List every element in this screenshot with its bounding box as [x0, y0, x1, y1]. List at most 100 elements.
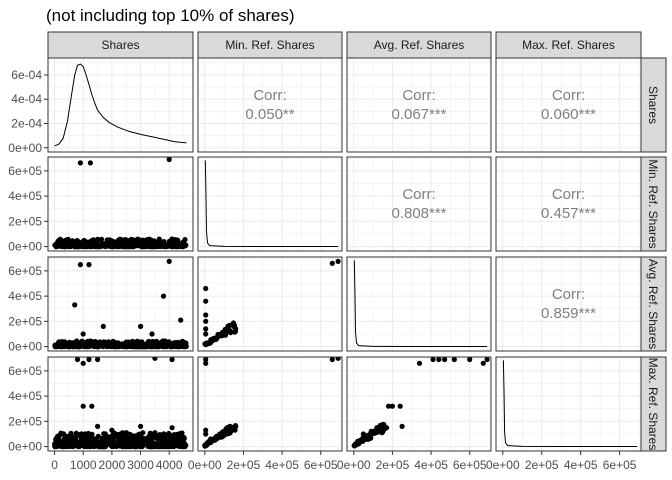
corr-value: 0.808***: [391, 205, 446, 222]
y-tick-label: 4e+05: [8, 189, 42, 203]
scatter-point: [160, 343, 166, 350]
x-tick-label: 0e+00: [337, 458, 371, 472]
y-tick-label: 6e+05: [8, 164, 42, 178]
scatter-point: [166, 157, 172, 163]
scatter-point: [138, 423, 144, 429]
scatter-point: [95, 357, 101, 363]
scatter-point: [56, 342, 62, 348]
scatter-point: [202, 443, 208, 449]
strip-label: Max. Ref. Shares: [522, 38, 615, 52]
scatter-point: [124, 243, 130, 249]
corr-label: Corr:: [552, 87, 585, 104]
density-line-shares: [54, 63, 187, 147]
strip-top: [47, 31, 194, 59]
scatter-point: [112, 243, 118, 249]
panel-bg-2-3: [496, 257, 641, 351]
panel-border: [47, 356, 194, 452]
scatter-point: [224, 425, 230, 431]
scatter-point: [158, 434, 164, 440]
scatter-point: [76, 343, 82, 350]
scatter-point: [85, 241, 91, 248]
scatter-point: [110, 338, 116, 344]
scatter-point: [99, 435, 105, 442]
scatter-point: [203, 360, 209, 366]
scatter-point: [156, 242, 163, 249]
y-tick-label: 0e+00: [8, 440, 42, 454]
corr-label: Corr:: [552, 186, 585, 203]
panel-bg-0-1: [198, 58, 342, 152]
corr-label: Corr:: [253, 87, 286, 104]
scatter-point: [138, 323, 144, 329]
scatter-point: [137, 439, 143, 445]
scatter-point: [165, 432, 171, 438]
scatter-point: [373, 430, 379, 436]
scatter-point: [110, 443, 116, 449]
scatter-point: [221, 430, 227, 436]
scatter-point: [140, 238, 146, 244]
scatter-point: [68, 439, 74, 445]
strip-label: Min. Ref. Shares: [225, 38, 314, 52]
scatter-point: [109, 427, 115, 433]
y-tick-label: 0e+00: [8, 340, 42, 354]
scatter-point: [78, 434, 84, 440]
x-tick-label: 0: [51, 458, 58, 472]
scatter-point: [208, 338, 214, 345]
scatter-point: [86, 343, 92, 350]
scatter-point: [169, 425, 175, 431]
scatter-point: [203, 326, 209, 332]
scatter-point: [108, 433, 114, 439]
x-tick-label: 3000: [127, 458, 154, 472]
y-tick-label: 4e-04: [11, 92, 42, 106]
panel-border: [346, 356, 492, 452]
scatter-point: [180, 436, 187, 442]
corr-value: 0.457***: [541, 205, 596, 222]
corr-label: Corr:: [552, 286, 585, 303]
scatter-point: [416, 360, 423, 366]
scatter-point: [382, 426, 388, 432]
scatter-point: [152, 357, 158, 361]
scatter-point: [172, 340, 178, 346]
scatter-point: [153, 344, 159, 350]
scatter-point: [480, 360, 486, 366]
x-tick-label: 2e+05: [227, 458, 261, 472]
scatter-point: [231, 323, 237, 329]
scatter-point: [115, 340, 121, 346]
strip-label: Max. Ref. Shares: [646, 358, 660, 451]
strip-label: Shares: [646, 86, 660, 124]
scatter-point: [141, 243, 147, 249]
scatter-point: [118, 433, 124, 439]
scatter-point: [86, 357, 92, 363]
scatter-point: [130, 433, 136, 439]
scatter-point: [62, 437, 68, 443]
panel-border: [47, 156, 194, 252]
scatter-point: [233, 423, 239, 429]
scatter-point: [77, 262, 83, 268]
scatter-point: [61, 443, 67, 449]
scatter-point: [53, 244, 59, 250]
chart-title: (not including top 10% of shares): [46, 6, 295, 25]
scatter-point: [218, 434, 224, 440]
corr-label: Corr:: [402, 186, 435, 203]
density-line-2: [353, 260, 488, 347]
scatter-point: [386, 403, 392, 409]
x-tick-label: 4e+05: [414, 458, 448, 472]
scatter-point: [203, 298, 209, 304]
x-tick-label: 4e+05: [265, 458, 299, 472]
strip-top: [495, 31, 642, 59]
scatter-point: [104, 343, 110, 349]
scatter-point: [142, 437, 148, 444]
y-tick-label: 6e-04: [11, 68, 42, 82]
strip-top: [346, 31, 492, 59]
scatter-point: [430, 357, 436, 363]
panel-bg-3-3: [496, 357, 641, 451]
scatter-point: [118, 238, 125, 244]
scatter-point: [389, 403, 395, 409]
scatter-point: [178, 432, 184, 438]
scatter-point: [165, 443, 171, 449]
scatter-point: [165, 343, 171, 349]
panel-border: [346, 156, 492, 252]
scatter-point: [157, 238, 163, 245]
scatter-point: [335, 357, 341, 361]
scatter-point: [129, 344, 135, 350]
corr-value: 0.050**: [245, 106, 294, 123]
